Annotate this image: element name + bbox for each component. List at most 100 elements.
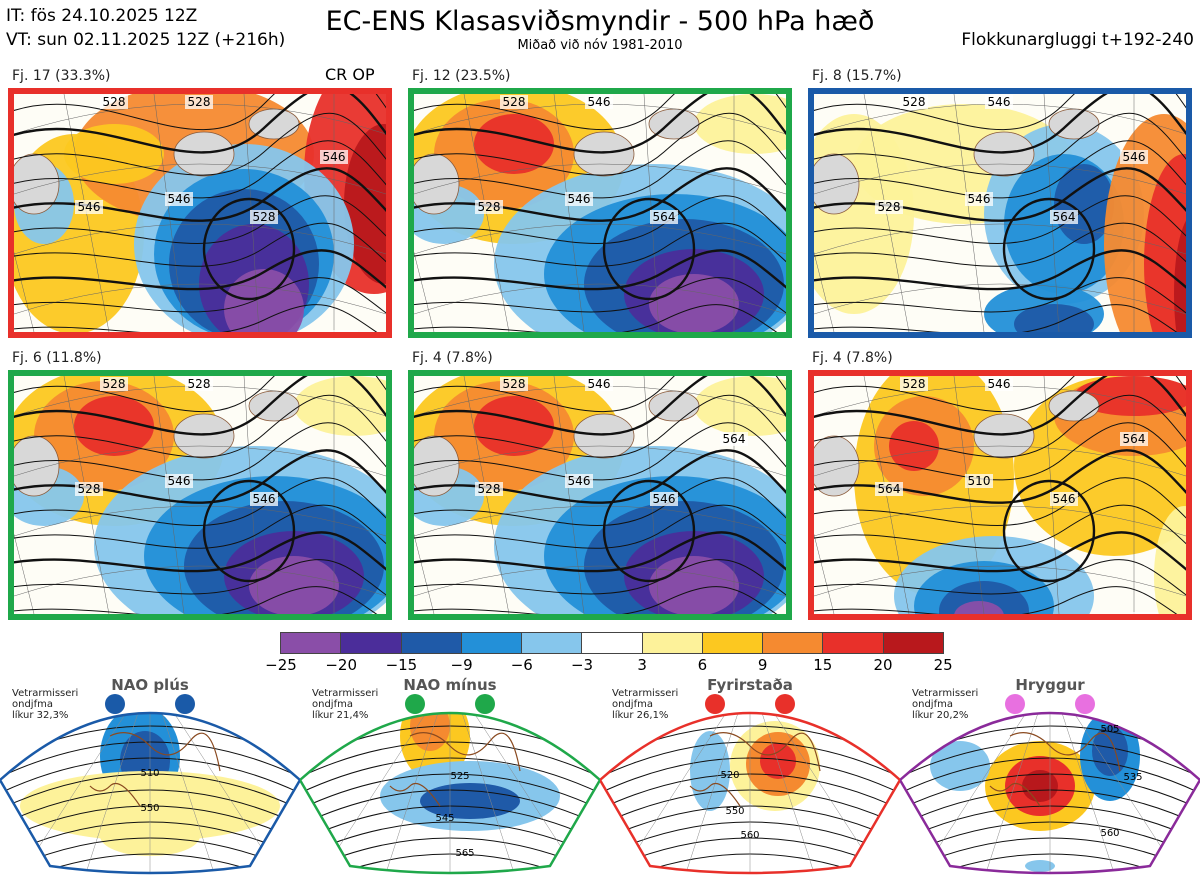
colorbar-tick-label: −20 [325,656,358,674]
chart-title: EC-ENS Klasasviðsmyndir - 500 hPa hæð [325,6,875,37]
contour-label-bg [1120,150,1148,164]
anomaly-area [1014,304,1094,332]
height-contour [14,249,386,291]
contour-label-bg [965,474,993,488]
low-center-contour [602,197,696,301]
contour-label: 546 [168,192,191,206]
parallel-line [414,445,786,477]
contour-label-bg [720,432,748,446]
parallel-line [14,445,386,477]
contour-label-bg [965,192,993,206]
colorbar-tick-label: 25 [933,656,953,674]
cluster-map: 528 528 546 546 528 546 564 [8,88,392,338]
height-contour [414,94,786,131]
height-contour [814,112,1186,176]
regime-name: Fyrirstaða [707,676,793,694]
land-area [414,153,460,215]
control-run-flag: CR OP [325,65,375,84]
meridian-line [153,376,185,614]
low-center-contour [202,197,296,301]
contour-label: 546 [78,200,101,214]
valid-time: VT: sun 02.11.2025 12Z (+216h) [6,30,286,50]
issue-time: IT: fös 24.10.2025 12Z [6,6,198,26]
contour-label-bg [875,482,903,496]
contour-label: 528 [478,200,501,214]
colorbar-tick-label: 3 [637,656,647,674]
regime-meridian [749,713,816,873]
regime-anomaly [420,783,520,819]
low-center-contour [602,479,696,583]
parallel-line [814,565,1186,597]
contour-label: 546 [1123,150,1146,164]
regime-meridian [449,713,516,873]
contour-label: 528 [903,377,926,391]
parallel-line [414,565,786,597]
regime-name: Hryggur [1015,676,1085,694]
regime-meridian [684,713,751,873]
regime-meridian [149,713,281,873]
height-contour [414,586,778,614]
classification-window: Flokkunargluggi t+192-240 [961,30,1194,50]
cluster-map: 528 528 528 546 546 [8,370,392,620]
contour-label-bg [900,377,928,391]
cluster-map-svg: 528 528 546 546 528 546 564 [14,94,386,332]
anomaly-area [694,376,786,436]
parallel-line [814,445,1186,477]
contour-label-bg [320,150,348,164]
contour-label: 546 [568,474,591,488]
meridian-line [814,533,835,614]
regime-contour-label: 545 [435,813,454,824]
parallel-line [814,163,1186,195]
contour-label-bg [330,330,358,332]
height-contour [814,394,1186,458]
anomaly-area [1154,506,1186,614]
contour-label-bg [100,377,128,391]
colorbar-tick-label: 9 [757,656,768,674]
height-contour [14,94,386,131]
regime-marker-dot [1005,694,1025,714]
panel-label: Fj. 8 (15.7%) [812,68,902,84]
meridian-line [553,94,585,332]
regime-contour-label: 535 [1123,772,1142,783]
contour-label-bg [475,200,503,214]
parallel-line [14,283,386,315]
regime-meridian [384,713,451,873]
parallel-line [814,223,1186,255]
cluster-map-svg: 528 528 528 546 546 [14,376,386,614]
contour-label-bg [1130,612,1158,614]
colorbar-tick-label: −9 [450,656,473,674]
contour-label: 546 [968,192,991,206]
panel-label: Fj. 6 (11.8%) [12,350,102,366]
regime-note: Vetrarmisseri ondjfma líkur 21,4% [312,688,379,721]
contour-label-bg [165,192,193,206]
contour-label-bg [985,95,1013,109]
height-contour [414,422,786,481]
contour-label: 528 [78,482,101,496]
regime-meridian [449,713,581,873]
height-contour [414,531,786,573]
colorbar-tick-label: −15 [385,656,418,674]
contour-label: 582 [1133,612,1156,614]
regime-map-svg: 525 545 565 [300,694,600,875]
land-area [573,413,635,459]
regime-note: Vetrarmisseri ondjfma líkur 20,2% [912,688,979,721]
colorbar-tick-label: 15 [813,656,833,674]
regime-contour-label: 520 [720,770,739,781]
height-contour [414,222,786,267]
anomaly-area [954,601,1004,614]
contour-label-bg [1050,210,1078,224]
contour-label: 528 [903,95,926,109]
height-contour [814,531,1186,573]
regime-map: 510 550 NAO plús Vetrarmisseri ondjfma líkur … [0,676,300,876]
parallel-line [414,223,786,255]
contour-label: 546 [588,95,611,109]
land-area [573,131,635,177]
height-contour [814,304,1178,332]
contour-label-bg [165,474,193,488]
height-contour [414,504,786,549]
anomaly-area [474,114,554,174]
contour-label: 528 [503,95,526,109]
regime-map: 520 550 560 Fyrirstaða Vetrarmisseri ondjfma l… [600,676,900,876]
contour-label-bg [75,200,103,214]
regime-note: Vetrarmisseri ondjfma líkur 26,1% [612,688,679,721]
